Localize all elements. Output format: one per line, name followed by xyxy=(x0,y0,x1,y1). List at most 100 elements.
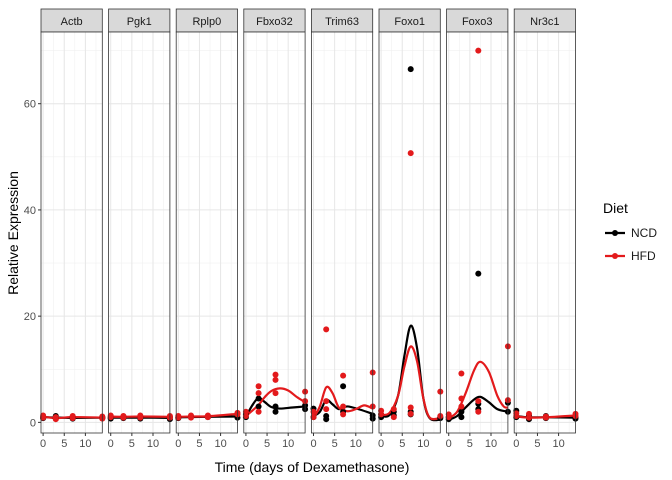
data-point-hfd xyxy=(407,410,414,417)
data-point-hfd xyxy=(204,414,211,421)
panel-background xyxy=(108,32,170,433)
data-point-ncd xyxy=(272,403,279,410)
data-point-ncd xyxy=(458,414,465,421)
data-point-ncd xyxy=(255,395,262,402)
legend: Diet NCD HFD xyxy=(603,200,657,263)
x-tick-label: 0 xyxy=(108,438,114,450)
data-point-hfd xyxy=(69,415,76,422)
facet-strip-label: Actb xyxy=(61,16,83,28)
facet-panel: Rplp0 0 5 10 xyxy=(175,8,241,450)
y-tick-label: 60 xyxy=(24,99,36,111)
facet-panel: Foxo1 0 5 10 xyxy=(378,8,444,450)
panel-border xyxy=(175,31,238,434)
data-point-hfd xyxy=(40,414,47,421)
data-point-ncd xyxy=(323,416,330,423)
panel-background xyxy=(176,32,238,433)
facet-panel: Trim63 0 5 10 xyxy=(310,8,376,450)
panel-background xyxy=(514,32,576,433)
panel-background xyxy=(311,32,373,433)
x-tick-label: 10 xyxy=(350,438,362,450)
x-tick-label: 5 xyxy=(534,438,540,450)
x-axis-label: Time (days of Dexamethasone) xyxy=(215,459,410,475)
data-point-hfd xyxy=(272,390,279,397)
y-tick-label: 20 xyxy=(24,311,36,323)
data-point-hfd xyxy=(310,414,317,421)
smooth-line-ncd xyxy=(244,396,306,418)
data-point-hfd xyxy=(310,408,317,415)
smooth-line-hfd xyxy=(245,387,306,417)
x-tick-label: 5 xyxy=(264,438,270,450)
x-tick-label: 5 xyxy=(467,438,473,450)
data-point-hfd xyxy=(390,414,397,421)
data-point-hfd xyxy=(323,326,330,333)
facet-panel: Pgk1 0 5 10 xyxy=(108,8,173,450)
legend-items: NCD HFD xyxy=(605,226,657,263)
facet-strip-label: Nr3c1 xyxy=(530,16,559,28)
panel-border xyxy=(378,31,441,434)
facet-strip-label: Rplp0 xyxy=(192,16,221,28)
smooth-line-hfd xyxy=(42,415,103,420)
x-tick-label: 10 xyxy=(552,438,564,450)
x-tick-label: 0 xyxy=(378,438,384,450)
smooth-line-hfd xyxy=(178,412,238,418)
data-point-hfd xyxy=(323,406,330,413)
x-tick-label: 10 xyxy=(214,438,226,450)
data-point-hfd xyxy=(458,395,465,402)
data-point-hfd xyxy=(272,376,279,383)
data-point-ncd xyxy=(458,408,465,415)
smooth-line-hfd xyxy=(516,414,576,419)
facet-panels: 0 20 40 60 Actb 0 5 10 Pgk1 0 5 10 Rplp0 0 5 10 Fbxo32 0 5… xyxy=(24,8,579,450)
x-tick-label: 10 xyxy=(79,438,91,450)
x-tick-label: 0 xyxy=(243,438,249,450)
smooth-line-ncd xyxy=(448,395,509,421)
panel-background xyxy=(379,32,441,433)
legend-label: HFD xyxy=(631,249,656,263)
data-point-hfd xyxy=(475,408,482,415)
x-tick-label: 0 xyxy=(513,438,519,450)
data-point-hfd xyxy=(137,414,144,421)
panel-background xyxy=(243,32,306,433)
facet-panel: Nr3c1 0 5 10 xyxy=(513,8,579,450)
data-point-hfd xyxy=(242,413,249,420)
data-point-hfd xyxy=(458,403,465,410)
facet-strip-label: Foxo3 xyxy=(462,16,493,28)
panel-background xyxy=(41,32,103,433)
x-tick-label: 5 xyxy=(196,438,202,450)
x-tick-label: 10 xyxy=(485,438,497,450)
x-tick-label: 5 xyxy=(332,438,338,450)
x-tick-label: 5 xyxy=(129,438,135,450)
x-tick-label: 0 xyxy=(310,438,316,450)
panel-border xyxy=(243,31,306,434)
data-point-hfd xyxy=(187,414,194,421)
data-point-hfd xyxy=(323,398,330,405)
legend-title: Diet xyxy=(603,200,628,216)
data-point-hfd xyxy=(475,398,482,405)
x-tick-label: 0 xyxy=(40,438,46,450)
data-point-hfd xyxy=(458,370,465,377)
data-point-hfd xyxy=(542,414,549,421)
panel-background xyxy=(446,32,508,433)
data-point-hfd xyxy=(242,408,249,415)
smooth-line-hfd xyxy=(312,385,374,419)
panel-border xyxy=(513,31,576,434)
facet-strip-label: Pgk1 xyxy=(127,16,152,28)
legend-key-point xyxy=(612,230,618,236)
data-point-hfd xyxy=(340,403,347,410)
data-point-hfd xyxy=(407,404,414,411)
panel-border xyxy=(40,31,103,434)
facet-strip-label: Fbxo32 xyxy=(256,16,293,28)
y-axis-label: Relative Expression xyxy=(5,171,21,295)
facet-strip-label: Trim63 xyxy=(325,16,359,28)
data-point-hfd xyxy=(120,414,127,421)
facet-panel: Foxo3 0 5 10 xyxy=(446,8,511,450)
facet-panel: Actb 0 5 10 xyxy=(40,8,106,450)
x-tick-label: 10 xyxy=(282,438,294,450)
panel-border xyxy=(108,31,171,434)
x-tick-label: 5 xyxy=(61,438,67,450)
data-point-hfd xyxy=(255,390,262,397)
data-point-hfd xyxy=(513,413,520,420)
data-point-hfd xyxy=(525,414,532,421)
data-point-ncd xyxy=(255,403,262,410)
x-tick-label: 10 xyxy=(147,438,159,450)
